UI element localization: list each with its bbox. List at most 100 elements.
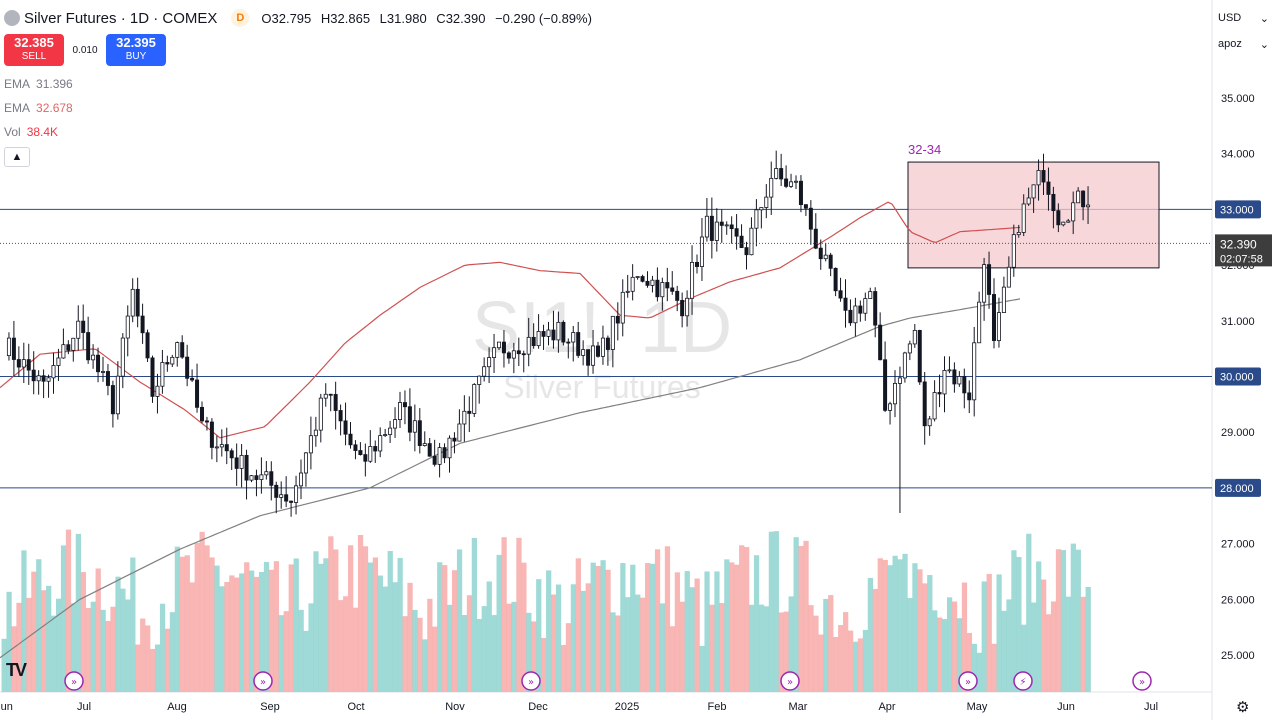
candle (675, 290, 680, 301)
candle (947, 369, 952, 372)
volume-bar (268, 569, 275, 692)
ohlc-change: −0.290 (−0.89%) (495, 10, 592, 26)
candle (600, 337, 605, 357)
volume-bar (689, 587, 695, 692)
candle (655, 279, 660, 298)
candle (1016, 232, 1021, 236)
volume-bar (892, 555, 898, 692)
candle (645, 280, 650, 286)
candle (229, 450, 234, 459)
volume-bar (907, 598, 913, 692)
volume-bar (1080, 596, 1086, 692)
volume-bar (590, 562, 596, 692)
trade-panel: 32.385 SELL 0.010 32.395 BUY (4, 34, 166, 66)
volume-bar (100, 609, 106, 692)
volume-bar (763, 606, 770, 692)
candle (303, 452, 308, 474)
volume-bar (813, 615, 819, 692)
volume-bar (867, 577, 874, 692)
volume-bar (773, 531, 779, 692)
candle (996, 312, 1001, 341)
candle (1081, 190, 1086, 208)
candle (249, 475, 254, 481)
volume-bar (937, 617, 943, 692)
candle (937, 392, 942, 395)
candle (145, 332, 150, 359)
volume-bar (585, 583, 591, 692)
watermark-name: Silver Futures (503, 369, 700, 405)
axis-badge-bg (1215, 200, 1261, 219)
y-tick-label: 26.000 (1221, 594, 1255, 606)
candle (289, 500, 294, 503)
volume-bar (229, 575, 235, 692)
candle (868, 291, 873, 299)
volume-bar (169, 612, 176, 692)
arrow-right-icon: » (521, 671, 541, 691)
volume-bar (664, 546, 671, 692)
volume-bar (273, 561, 280, 692)
volume-bar (486, 581, 492, 692)
candle (888, 403, 893, 411)
candle (625, 290, 630, 293)
volume-bar (303, 630, 309, 692)
candle (967, 392, 972, 401)
volume-bar (531, 621, 537, 692)
collapse-indicators-button[interactable]: ▲ (4, 147, 30, 167)
volume-bar (946, 597, 953, 692)
range-box-label: 32-34 (908, 142, 941, 157)
candle (1026, 197, 1031, 205)
volume-bar (16, 602, 22, 692)
volume-bar (105, 621, 111, 692)
buy-button[interactable]: 32.395 BUY (106, 34, 166, 66)
candle (922, 381, 927, 427)
candle (957, 376, 962, 385)
indicator-ema-fast[interactable]: EMA 32.678 (4, 101, 73, 115)
candle (170, 356, 175, 365)
axis-badge-33.000: 33.000 (1220, 204, 1254, 216)
candle (338, 410, 343, 422)
volume-bar (897, 559, 903, 692)
volume-bar (649, 563, 656, 692)
x-tick-label: Dec (528, 701, 548, 713)
candle (501, 341, 506, 354)
candle (437, 447, 442, 465)
symbol-title[interactable]: Silver Futures · 1D · COMEX (24, 9, 218, 27)
candle (452, 437, 457, 442)
volume-bar (6, 591, 12, 692)
volume-bar (1011, 550, 1017, 692)
candle (526, 336, 531, 355)
candle (1006, 266, 1011, 288)
candle (779, 168, 784, 180)
candle (972, 342, 977, 401)
candle (764, 196, 769, 208)
chart-header: Silver Futures · 1D · COMEX D O32.795 H3… (4, 8, 592, 28)
volume-bar (174, 546, 181, 692)
candle (699, 236, 704, 267)
ohlc-open: 32.795 (271, 10, 312, 26)
volume-bar (521, 562, 527, 692)
volume-bar (447, 604, 453, 692)
data-badge[interactable]: D (231, 9, 250, 27)
sell-button[interactable]: 32.385 SELL (4, 34, 64, 66)
y-tick-label: 25.000 (1221, 650, 1255, 662)
tradingview-logo[interactable]: TV (6, 660, 27, 680)
gear-icon[interactable]: ⚙ (1236, 699, 1250, 716)
indicator-ema-slow[interactable]: EMA 31.396 (4, 77, 73, 91)
candle (794, 180, 799, 183)
volume-bar (85, 608, 91, 692)
volume-bar (793, 537, 799, 692)
indicator-volume[interactable]: Vol 38.4K (4, 125, 59, 139)
candle (135, 288, 140, 317)
currency-select[interactable]: USD ⌄ (1218, 12, 1269, 25)
volume-bar (511, 601, 517, 692)
candle (402, 402, 407, 408)
scale-select[interactable]: apoz ⌄ (1218, 38, 1269, 51)
candle (1076, 190, 1081, 204)
volume-bar (575, 558, 581, 692)
volume-bar (1026, 533, 1032, 692)
candle (313, 429, 318, 437)
volume-bar (41, 590, 47, 692)
candle (610, 315, 615, 350)
volume-bar (159, 603, 166, 692)
